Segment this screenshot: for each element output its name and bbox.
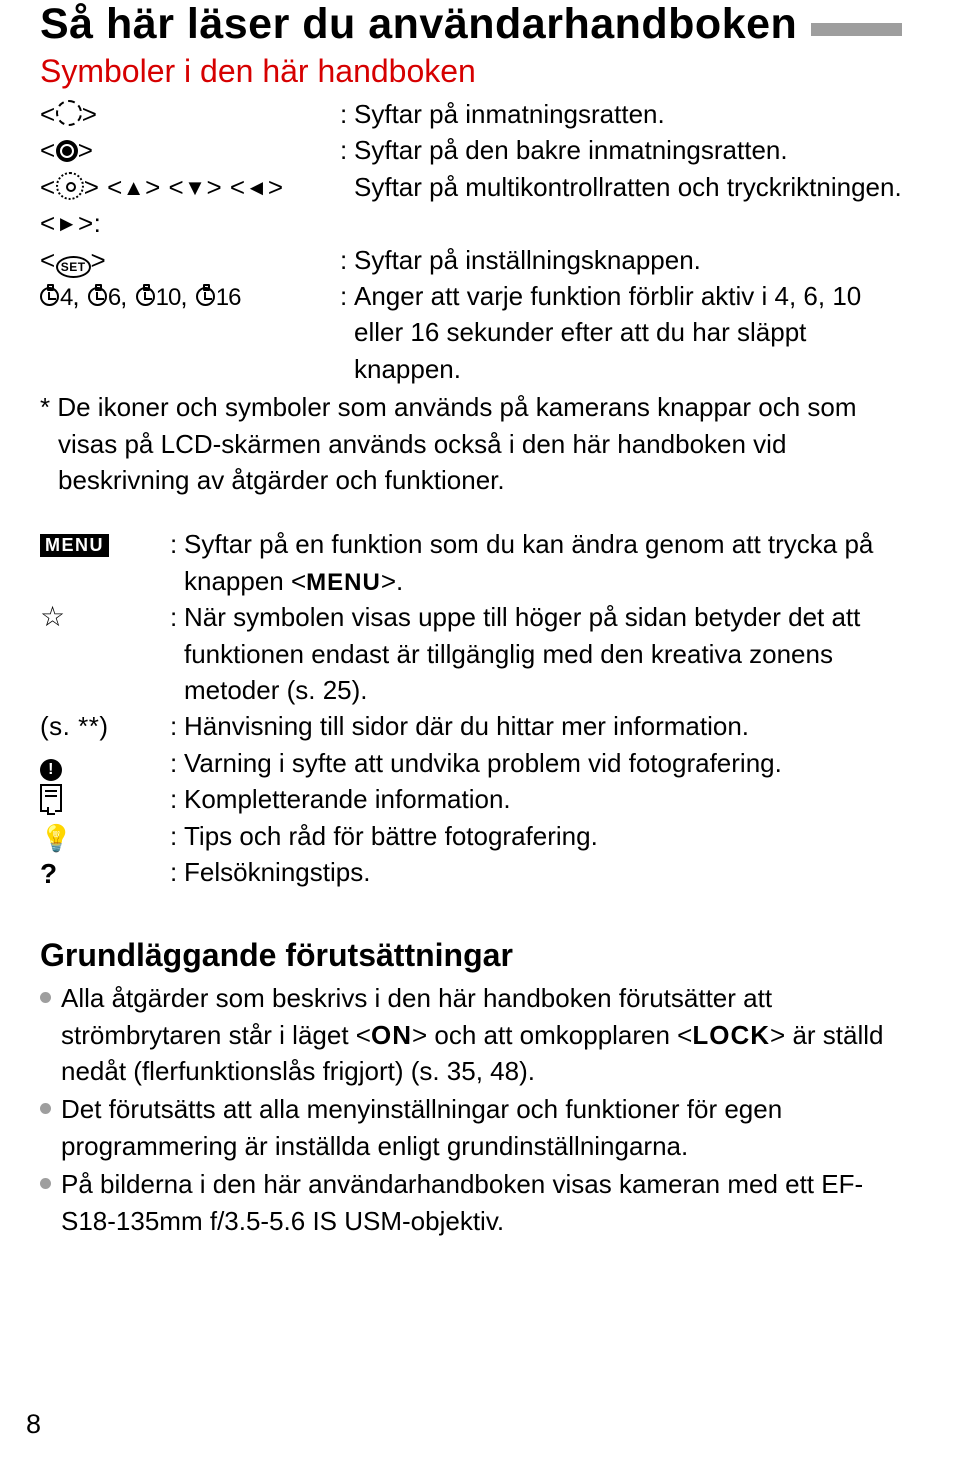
timer-icon <box>40 287 59 306</box>
section-subtitle: Symboler i den här handboken <box>40 53 902 90</box>
symbol-desc: Syftar på multikontrollratten och tryckr… <box>354 169 902 205</box>
symbol-desc: När symbolen visas uppe till höger på si… <box>184 599 902 708</box>
page-container: Så här läser du användarhandboken Symbol… <box>0 0 960 1458</box>
symbol-term: MENU <box>40 526 170 562</box>
down-arrow-icon: ▼ <box>184 175 206 200</box>
symbol-term: ? <box>40 854 170 893</box>
symbol-term: ! <box>40 745 170 781</box>
question-icon: ? <box>40 858 58 889</box>
symbol-term: <> <box>40 132 340 168</box>
symbol-row: ☆ : När symbolen visas uppe till höger p… <box>40 599 902 708</box>
symbol-term: ☆ <box>40 599 170 635</box>
bullet-list: Alla åtgärder som beskrivs i den här han… <box>40 980 902 1239</box>
symbol-term: 4, 6, 10, 16 <box>40 278 340 315</box>
timer-icon <box>136 287 155 306</box>
bulb-icon: 💡 <box>40 825 73 851</box>
symbol-row: <> : Syftar på inmatningsratten. <box>40 96 902 132</box>
footnote: * De ikoner och symboler som används på … <box>40 389 902 498</box>
symbol-row: <> <▲> <▼> <◄> <►>: Syftar på multikontr… <box>40 169 902 242</box>
set-button-icon: SET <box>56 256 91 278</box>
symbol-list-2: MENU : Syftar på en funktion som du kan … <box>40 526 902 893</box>
bullet-dot-icon <box>40 1178 51 1189</box>
symbol-row: <> : Syftar på den bakre inmatningsratte… <box>40 132 902 168</box>
symbol-row: : Kompletterande information. <box>40 781 902 817</box>
symbol-term: <SET> <box>40 242 340 278</box>
symbol-desc: Hänvisning till sidor där du hittar mer … <box>184 708 902 744</box>
symbol-term: <> <box>40 96 340 132</box>
symbol-row: 💡 : Tips och råd för bättre fotograferin… <box>40 818 902 854</box>
menu-word: MENU <box>306 569 381 596</box>
symbol-row: MENU : Syftar på en funktion som du kan … <box>40 526 902 599</box>
symbol-row: (s. **) : Hänvisning till sidor där du h… <box>40 708 902 744</box>
symbol-row: ! : Varning i syfte att undvika problem … <box>40 745 902 781</box>
title-decorative-bar <box>811 23 902 36</box>
right-arrow-icon: ► <box>56 211 78 236</box>
symbol-desc: Syftar på inställningsknappen. <box>354 242 902 278</box>
symbol-desc: Anger att varje funktion förblir aktiv i… <box>354 278 902 387</box>
bullet-item: På bilderna i den här användarhandboken … <box>40 1166 902 1239</box>
title-row: Så här läser du användarhandboken <box>40 0 902 49</box>
lock-label: LOCK <box>692 1020 770 1050</box>
up-arrow-icon: ▲ <box>123 175 145 200</box>
symbol-list-1: <> : Syftar på inmatningsratten. <> : Sy… <box>40 96 902 387</box>
symbol-row: <SET> : Syftar på inställningsknappen. <box>40 242 902 278</box>
symbol-desc: Syftar på en funktion som du kan ändra g… <box>184 526 902 599</box>
bullet-text: Det förutsätts att alla menyinställninga… <box>61 1091 902 1164</box>
symbol-term: (s. **) <box>40 708 170 744</box>
multi-controller-icon <box>56 172 84 200</box>
symbol-row: ? : Felsökningstips. <box>40 854 902 893</box>
bullet-dot-icon <box>40 992 51 1003</box>
bullet-text: Alla åtgärder som beskrivs i den här han… <box>61 980 902 1089</box>
bullet-item: Det förutsätts att alla menyinställninga… <box>40 1091 902 1164</box>
section-heading: Grundläggande förutsättningar <box>40 937 902 974</box>
main-dial-icon <box>56 100 82 126</box>
symbol-desc: Syftar på inmatningsratten. <box>354 96 902 132</box>
bullet-dot-icon <box>40 1103 51 1114</box>
warning-icon: ! <box>40 759 62 781</box>
timer-icon <box>88 287 107 306</box>
symbol-term: 💡 <box>40 818 170 854</box>
timer-icon <box>196 287 215 306</box>
symbol-desc: Varning i syfte att undvika problem vid … <box>184 745 902 781</box>
page-title: Så här läser du användarhandboken <box>40 0 797 49</box>
bullet-text: På bilderna i den här användarhandboken … <box>61 1166 902 1239</box>
symbol-desc: Tips och råd för bättre fotografering. <box>184 818 902 854</box>
symbol-term: <> <▲> <▼> <◄> <►>: <box>40 169 340 242</box>
symbol-desc: Kompletterande information. <box>184 781 902 817</box>
bullet-item: Alla åtgärder som beskrivs i den här han… <box>40 980 902 1089</box>
symbol-desc: Felsökningstips. <box>184 854 902 890</box>
rear-dial-icon <box>56 140 78 162</box>
star-icon: ☆ <box>40 601 66 632</box>
symbol-desc: Syftar på den bakre inmatningsratten. <box>354 132 902 168</box>
menu-badge-icon: MENU <box>40 534 109 557</box>
left-arrow-icon: ◄ <box>246 175 268 200</box>
on-label: ON <box>371 1020 412 1050</box>
note-icon <box>40 784 62 812</box>
page-number: 8 <box>26 1409 41 1440</box>
symbol-term <box>40 781 170 817</box>
symbol-row: 4, 6, 10, 16 : Anger att varje funktion … <box>40 278 902 387</box>
